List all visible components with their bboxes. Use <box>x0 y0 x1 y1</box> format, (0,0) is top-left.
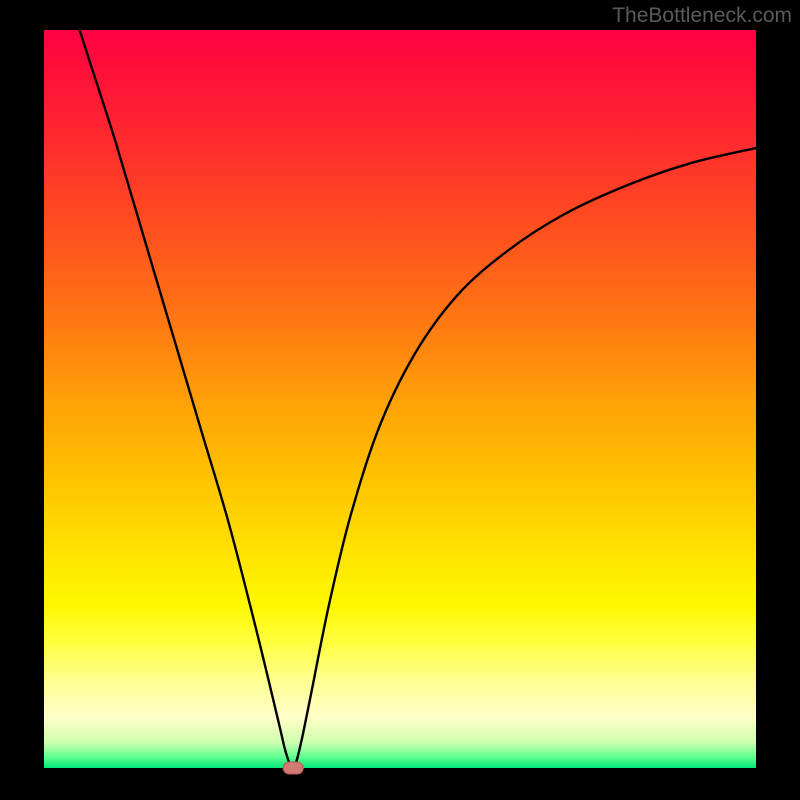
bottleneck-chart <box>0 0 800 800</box>
plot-background <box>44 30 756 768</box>
chart-stage: TheBottleneck.com <box>0 0 800 800</box>
optimal-marker <box>283 762 303 774</box>
